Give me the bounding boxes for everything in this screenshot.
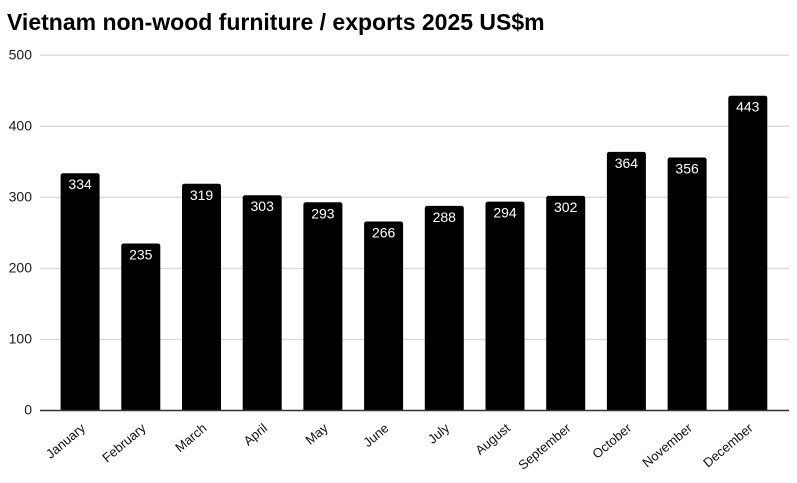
svg-text:288: 288 <box>433 209 457 225</box>
svg-text:235: 235 <box>129 247 153 263</box>
svg-text:May: May <box>302 420 331 448</box>
svg-text:319: 319 <box>190 187 214 203</box>
svg-text:August: August <box>472 420 513 458</box>
svg-text:February: February <box>99 420 149 465</box>
svg-text:266: 266 <box>372 225 396 241</box>
svg-text:300: 300 <box>9 189 33 205</box>
svg-text:June: June <box>360 420 391 450</box>
svg-text:100: 100 <box>9 331 33 347</box>
svg-text:December: December <box>700 420 756 470</box>
svg-text:334: 334 <box>68 176 92 192</box>
svg-text:302: 302 <box>554 199 578 215</box>
svg-text:March: March <box>172 420 209 455</box>
svg-text:April: April <box>241 420 271 448</box>
svg-text:0: 0 <box>24 402 32 418</box>
svg-text:July: July <box>425 420 453 447</box>
svg-text:October: October <box>589 420 635 462</box>
svg-text:Vietnam non-wood furniture / e: Vietnam non-wood furniture / exports 202… <box>7 9 545 35</box>
svg-text:303: 303 <box>251 198 275 214</box>
svg-text:November: November <box>639 420 695 470</box>
svg-text:443: 443 <box>736 99 760 115</box>
svg-text:400: 400 <box>9 118 33 134</box>
svg-text:293: 293 <box>311 205 335 221</box>
svg-text:356: 356 <box>675 161 699 177</box>
svg-text:September: September <box>515 420 574 473</box>
svg-text:294: 294 <box>493 205 517 221</box>
svg-text:200: 200 <box>9 260 33 276</box>
svg-text:500: 500 <box>9 46 33 62</box>
svg-text:364: 364 <box>615 155 639 171</box>
svg-text:January: January <box>43 420 88 462</box>
